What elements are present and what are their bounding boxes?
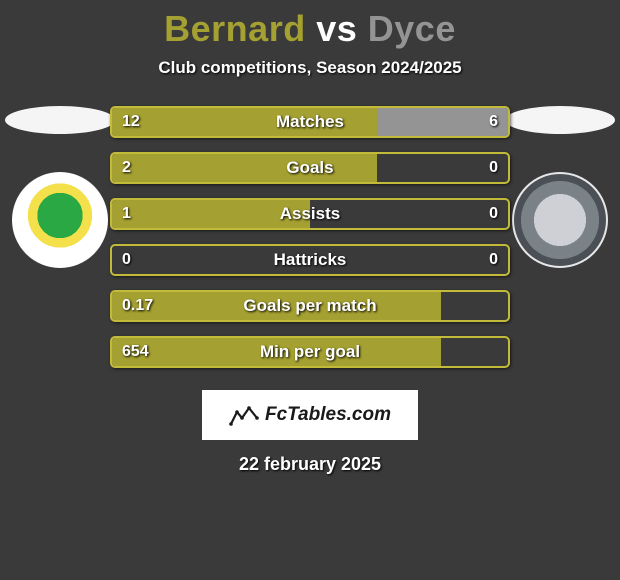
stat-row: 00Hattricks	[110, 244, 510, 276]
team1-crest-icon	[12, 172, 108, 268]
logo-text: FcTables.com	[265, 404, 391, 426]
stat-label: Goals	[112, 154, 508, 182]
stat-row: 0.17Goals per match	[110, 290, 510, 322]
team2-crest-icon	[512, 172, 608, 268]
page-title: Bernard vs Dyce	[0, 0, 620, 50]
player2-silhouette-icon	[505, 106, 615, 134]
stat-row: 126Matches	[110, 106, 510, 138]
stat-row: 10Assists	[110, 198, 510, 230]
stat-label: Min per goal	[112, 338, 508, 366]
logo-mark-icon	[229, 404, 259, 426]
site-logo: FcTables.com	[202, 390, 418, 440]
stats-bars: 126Matches 20Goals 10Assists 00Hattricks 0.1…	[110, 106, 510, 368]
player1-silhouette-icon	[5, 106, 115, 134]
stat-label: Hattricks	[112, 246, 508, 274]
stat-label: Goals per match	[112, 292, 508, 320]
left-column	[0, 106, 120, 268]
date-label: 22 february 2025	[0, 454, 620, 475]
title-vs: vs	[316, 8, 357, 49]
subtitle: Club competitions, Season 2024/2025	[0, 58, 620, 78]
title-player1: Bernard	[164, 8, 306, 49]
right-column	[500, 106, 620, 268]
stat-label: Assists	[112, 200, 508, 228]
main-content: 126Matches 20Goals 10Assists 00Hattricks 0.1…	[0, 106, 620, 475]
title-player2: Dyce	[368, 8, 456, 49]
stat-row: 20Goals	[110, 152, 510, 184]
stat-label: Matches	[112, 108, 508, 136]
stat-row: 654Min per goal	[110, 336, 510, 368]
